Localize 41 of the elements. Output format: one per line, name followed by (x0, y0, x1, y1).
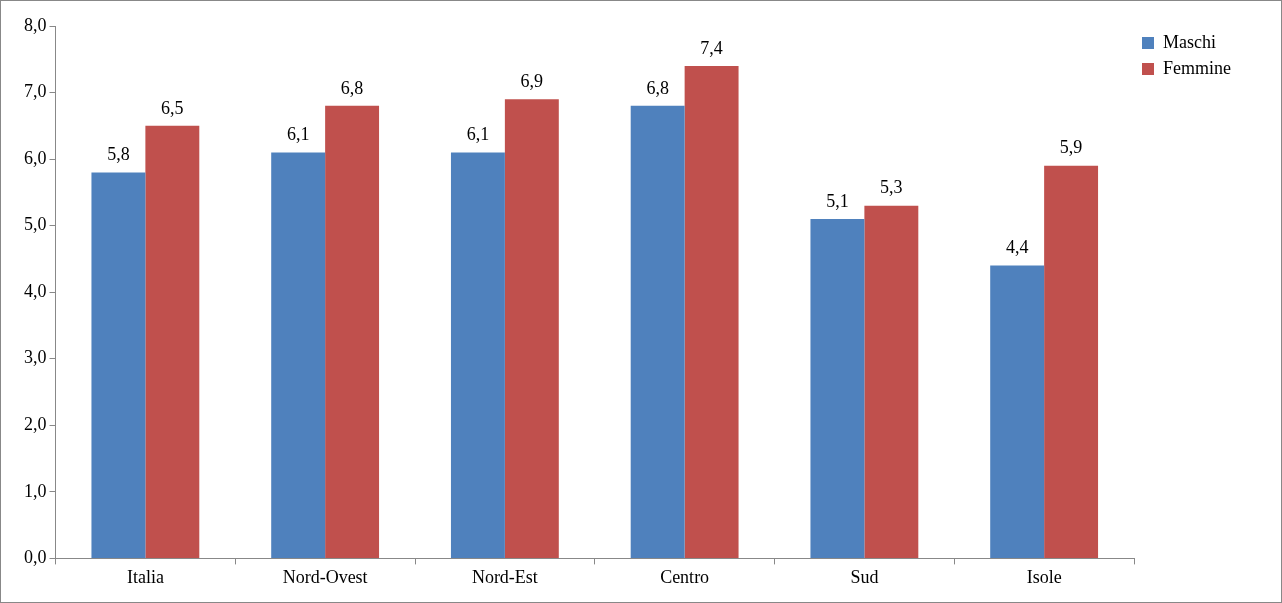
data-label: 5,9 (1059, 137, 1083, 158)
x-tick-label: Nord-Ovest (282, 566, 368, 587)
bar (864, 205, 919, 558)
data-label: 6,1 (286, 124, 310, 145)
y-tick-label: 4,0 (24, 280, 47, 301)
y-tick-label: 3,0 (24, 347, 47, 368)
data-label: 6,1 (466, 124, 490, 145)
y-tick-label: 2,0 (24, 414, 47, 435)
bar (91, 172, 146, 558)
y-tick-label: 6,0 (24, 147, 47, 168)
x-tick-label: Centro (660, 566, 710, 587)
bar (630, 105, 685, 558)
y-tick-label: 7,0 (24, 81, 47, 102)
data-label: 7,4 (700, 37, 723, 58)
data-label: 6,8 (340, 77, 364, 98)
y-tick-label: 0,0 (24, 547, 47, 568)
legend-label: Femmine (1163, 57, 1232, 78)
y-tick-label: 5,0 (24, 214, 47, 235)
bar (810, 219, 865, 558)
y-tick-label: 8,0 (24, 14, 47, 35)
data-label: 4,4 (1005, 237, 1029, 258)
bar (271, 152, 326, 558)
legend-label: Maschi (1163, 31, 1217, 52)
data-label: 6,8 (646, 77, 669, 98)
bar (684, 65, 739, 558)
x-tick-label: Nord-Est (471, 566, 538, 587)
x-tick-label: Isole (1026, 566, 1062, 587)
bar (1044, 165, 1099, 558)
bar (504, 99, 559, 558)
bar (450, 152, 505, 558)
bar (145, 125, 200, 558)
bar (325, 105, 380, 558)
y-tick-label: 1,0 (24, 480, 47, 501)
data-label: 5,3 (880, 177, 903, 198)
x-tick-label: Sud (850, 566, 879, 587)
data-label: 5,8 (107, 144, 130, 165)
data-label: 5,1 (826, 190, 849, 211)
bar (990, 265, 1045, 558)
data-label: 6,5 (161, 97, 184, 118)
x-tick-label: Italia (126, 566, 164, 587)
data-label: 6,9 (520, 70, 544, 91)
